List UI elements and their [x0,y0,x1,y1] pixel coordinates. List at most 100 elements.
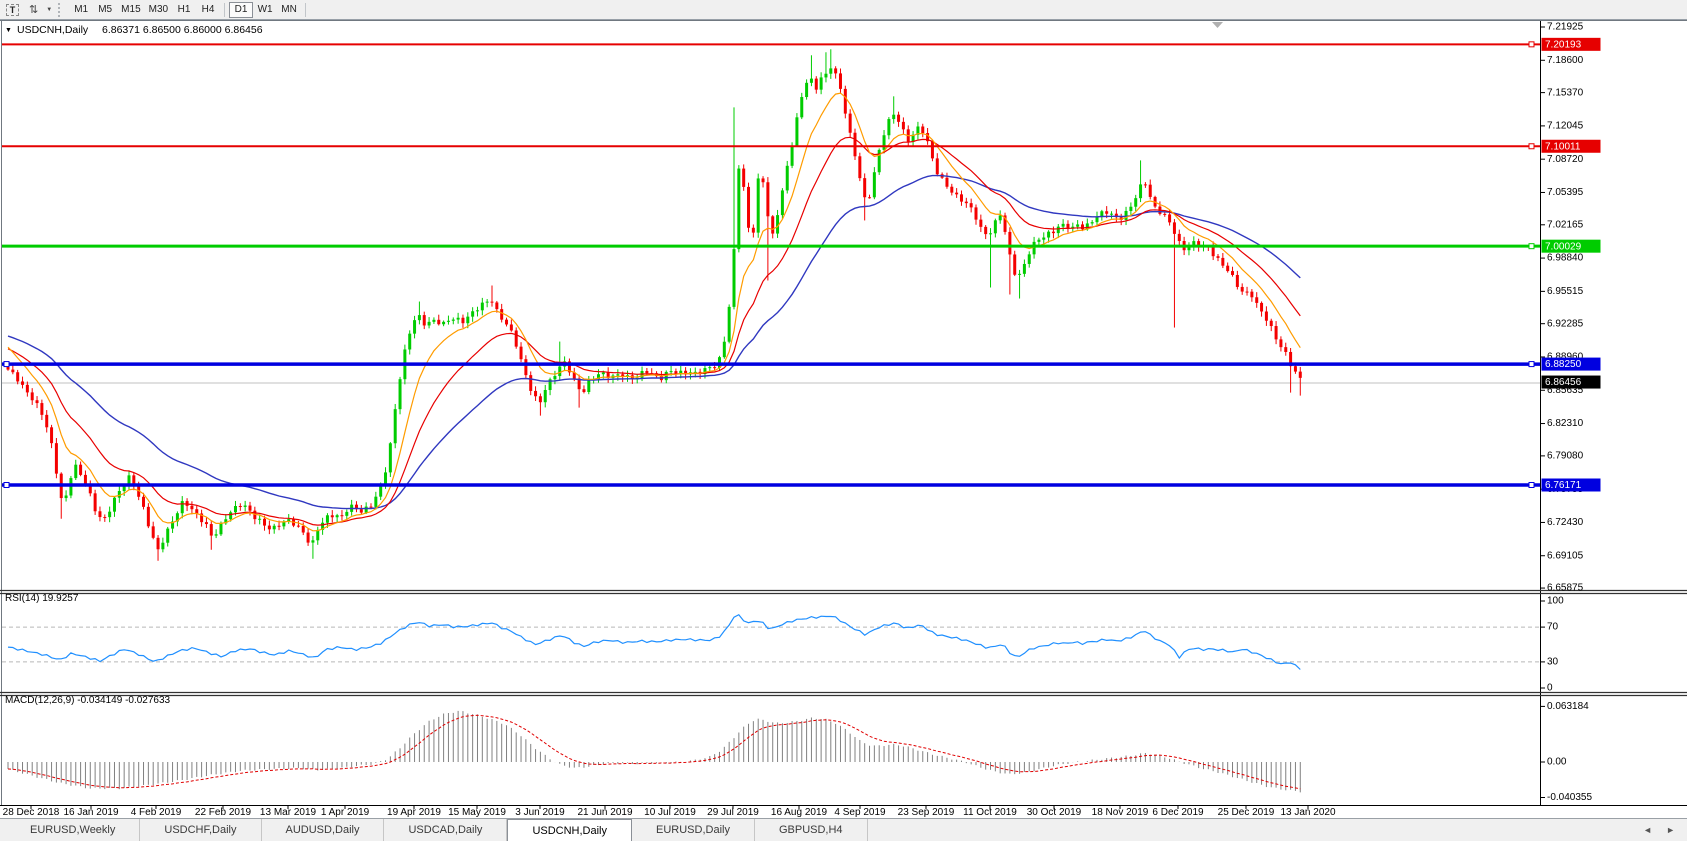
cycle-arrows-icon[interactable]: ⇅ [29,4,39,16]
svg-text:6.95515: 6.95515 [1547,286,1584,297]
svg-text:6.85635: 6.85635 [1547,385,1584,396]
svg-text:22 Feb 2019: 22 Feb 2019 [195,807,252,818]
svg-text:6.86456: 6.86456 [1545,377,1582,388]
rsi-label: RSI(14) 19.9257 [5,593,79,604]
timeframe-button-mn[interactable]: MN [281,4,297,15]
toolbar-separator [305,2,307,17]
svg-text:30: 30 [1547,657,1559,668]
pane-separator-macd[interactable] [0,691,1687,697]
ma-slow-line [7,174,1301,510]
svg-text:16 Jan 2019: 16 Jan 2019 [63,807,118,818]
svg-text:6.98840: 6.98840 [1547,253,1584,264]
svg-text:6.72430: 6.72430 [1547,517,1584,528]
svg-text:6.82310: 6.82310 [1547,418,1584,429]
top-toolbar: T ⇅ ▼ M1 M5 M15 M30 H1 H4 D1 W1 MN [0,0,1687,20]
svg-text:0.063184: 0.063184 [1547,701,1589,712]
time-axis-labels: 28 Dec 2018 16 Jan 2019 4 Feb 2019 22 Feb 2… [3,805,1336,818]
svg-text:4 Feb 2019: 4 Feb 2019 [131,807,182,818]
svg-text:18 Nov 2019: 18 Nov 2019 [1092,807,1149,818]
price-axis-badges: 7.20193 7.10011 7.00029 6.88250 6.76171 6.864… [1541,37,1601,492]
svg-text:7.02165: 7.02165 [1547,219,1584,230]
svg-text:7.12045: 7.12045 [1547,121,1584,132]
svg-text:25 Dec 2019: 25 Dec 2019 [1218,807,1275,818]
tab-eurusd-daily[interactable]: EURUSD,Daily [632,819,755,841]
svg-text:7.00029: 7.00029 [1545,241,1582,252]
text-tool-icon[interactable]: T [6,3,19,16]
svg-text:11 Oct 2019: 11 Oct 2019 [963,807,1017,818]
timeframe-button-m30[interactable]: M30 [148,4,169,15]
svg-text:100: 100 [1547,596,1564,607]
svg-text:13 Mar 2019: 13 Mar 2019 [260,807,317,818]
svg-text:10 Jul 2019: 10 Jul 2019 [644,807,696,818]
timeframe-button-m5[interactable]: M5 [98,4,113,15]
macd-signal-line [7,714,1301,790]
svg-text:29 Jul 2019: 29 Jul 2019 [707,807,759,818]
tab-audusd-daily[interactable]: AUDUSD,Daily [262,819,385,841]
svg-text:3 Jun 2019: 3 Jun 2019 [515,807,565,818]
timeframe-button-h1[interactable]: H1 [177,4,191,15]
macd-label: MACD(12,26,9) -0.034149 -0.027633 [5,695,171,706]
tab-usdcnh-daily[interactable]: USDCNH,Daily [507,819,632,841]
svg-text:0.00: 0.00 [1547,757,1567,768]
svg-text:-0.040355: -0.040355 [1547,792,1592,803]
svg-text:16 Aug 2019: 16 Aug 2019 [771,807,828,818]
chart-shift-marker[interactable] [1212,22,1223,28]
macd-histogram [7,710,1301,793]
svg-text:6.79080: 6.79080 [1547,451,1584,462]
svg-text:6.76171: 6.76171 [1545,480,1582,491]
svg-text:7.18600: 7.18600 [1547,55,1584,66]
svg-text:7.08720: 7.08720 [1547,154,1584,165]
svg-text:0: 0 [1547,683,1553,694]
svg-text:6.88250: 6.88250 [1545,359,1582,370]
timeframe-button-m15[interactable]: M15 [121,4,141,15]
svg-text:13 Jan 2020: 13 Jan 2020 [1280,807,1335,818]
scroll-left-icon[interactable]: ◄ [1643,825,1653,835]
svg-text:28 Dec 2018: 28 Dec 2018 [3,807,60,818]
svg-text:6.92285: 6.92285 [1547,318,1584,329]
tab-gbpusd-h4[interactable]: GBPUSD,H4 [755,819,868,841]
svg-text:21 Jun 2019: 21 Jun 2019 [577,807,632,818]
svg-text:4 Sep 2019: 4 Sep 2019 [834,807,886,818]
pane-separator-rsi[interactable] [0,589,1687,595]
ohlc-readout: 6.86371 6.86500 6.86000 6.86456 [102,24,263,36]
timeframe-button-d1[interactable]: D1 [229,1,254,18]
timeframe-button-w1[interactable]: W1 [257,4,273,15]
tab-eurusd-weekly[interactable]: EURUSD,Weekly [6,819,141,841]
svg-text:30 Oct 2019: 30 Oct 2019 [1027,807,1082,818]
svg-text:15 May 2019: 15 May 2019 [448,807,506,818]
svg-text:7.21925: 7.21925 [1547,22,1584,33]
svg-text:6.65875: 6.65875 [1547,583,1584,594]
svg-text:7.20193: 7.20193 [1545,39,1582,50]
ma-fast-line [7,92,1301,532]
timeframe-button-h4[interactable]: H4 [201,4,215,15]
svg-text:6.88960: 6.88960 [1547,352,1584,363]
toolbar-grip[interactable] [58,2,63,17]
tab-usdchf-daily[interactable]: USDCHF,Daily [140,819,262,841]
toolbar-separator [224,2,226,17]
horizontal-object-lines[interactable] [2,41,1540,488]
chart-tab-bar: EURUSD,Weekly USDCHF,Daily AUDUSD,Daily … [0,818,1687,841]
rsi-line [7,613,1301,670]
svg-text:1 Apr 2019: 1 Apr 2019 [321,807,370,818]
svg-text:6.69105: 6.69105 [1547,550,1584,561]
svg-text:23 Sep 2019: 23 Sep 2019 [898,807,955,818]
chart-area[interactable]: RSI(14) 19.9257 MACD(12,26,9) -0.034149 … [0,20,1687,818]
svg-text:19 Apr 2019: 19 Apr 2019 [387,807,441,818]
tab-scroll-controls: ◄ ► [1643,819,1687,841]
svg-text:6 Dec 2019: 6 Dec 2019 [1152,807,1204,818]
symbol-dropdown-icon[interactable]: ▼ [5,27,12,34]
rsi-level-lines [2,626,1540,663]
svg-text:7.15370: 7.15370 [1547,87,1584,98]
indicator-axis-ticks: 100 70 30 0 0.063184 0.00 -0.040355 [1540,596,1592,803]
ma-mid-line [7,136,1301,526]
chart-symbol-title[interactable]: USDCNH,Daily [17,24,89,36]
chart-background [0,20,1687,818]
svg-text:7.05395: 7.05395 [1547,187,1584,198]
chevron-down-icon[interactable]: ▼ [46,6,53,13]
scroll-right-icon[interactable]: ► [1666,825,1675,835]
timeframe-button-m1[interactable]: M1 [74,4,89,15]
tab-usdcad-daily[interactable]: USDCAD,Daily [384,819,508,841]
svg-text:70: 70 [1547,622,1559,633]
svg-text:7.10011: 7.10011 [1545,141,1581,152]
